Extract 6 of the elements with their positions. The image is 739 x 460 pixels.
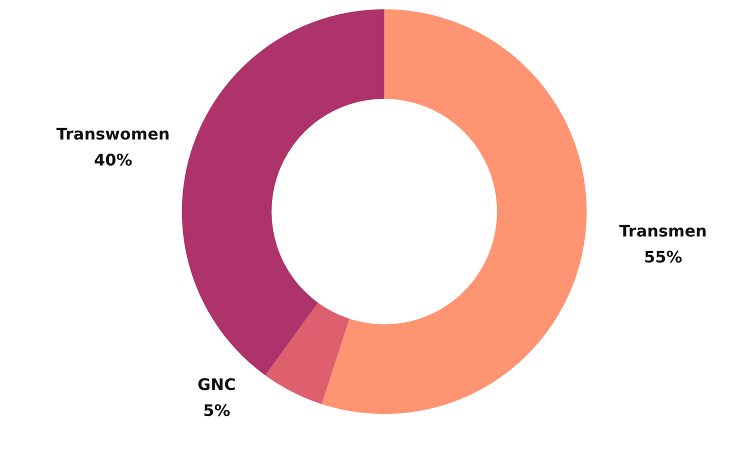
slice-label: Transwomen: [56, 124, 170, 144]
data-label: 5%: [203, 400, 230, 420]
slice-label: Transmen: [619, 222, 707, 241]
data-label: 55%: [644, 248, 682, 267]
slice-label: GNC: [198, 374, 236, 394]
data-label: 40%: [94, 150, 132, 170]
